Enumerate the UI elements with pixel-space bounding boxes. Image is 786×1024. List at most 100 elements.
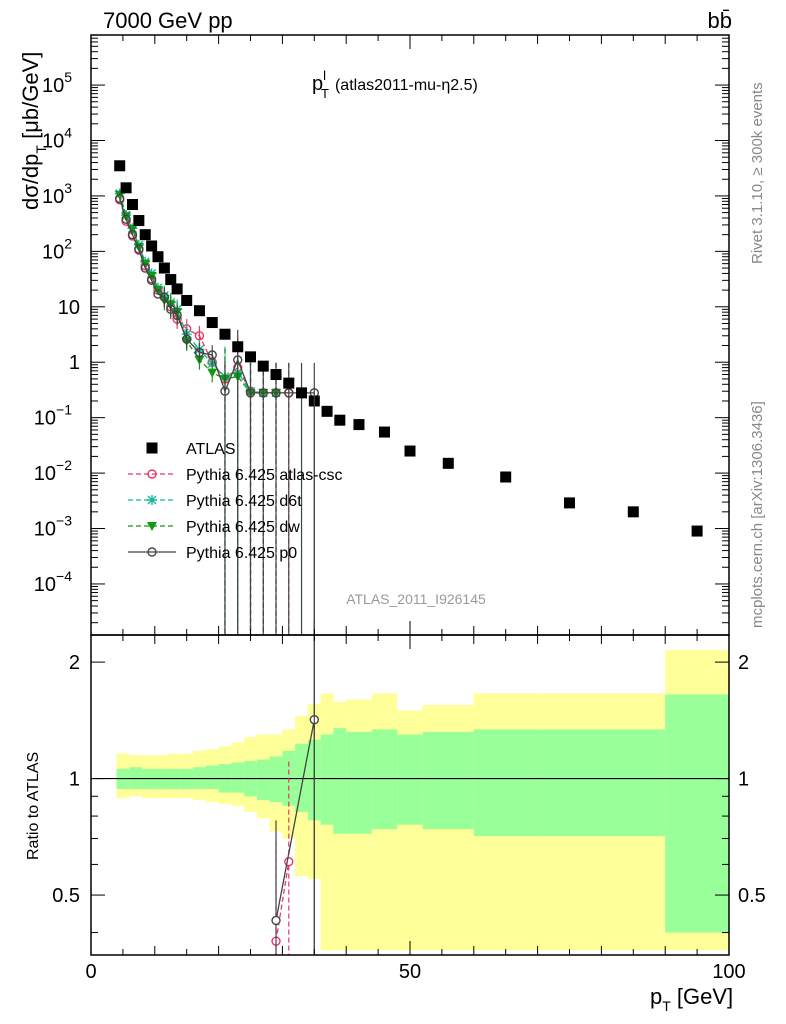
data-point (353, 419, 365, 431)
y-tick-base: 10 (34, 519, 56, 541)
data-point (442, 457, 454, 469)
inner-band-bin (665, 694, 729, 933)
ratio-line (275, 861, 290, 942)
x-axis-label: pT [GeV] (650, 984, 733, 1014)
y-tick-base: 10 (34, 463, 56, 485)
energy-label: 7000 GeV pp (103, 8, 233, 33)
data-point (133, 215, 145, 227)
inner-band-bin (256, 759, 270, 801)
data-point (166, 304, 176, 315)
data-point (404, 445, 416, 457)
x-tick-label-100: 100 (712, 961, 745, 983)
y-tick-base: 10 (34, 408, 56, 430)
legend-entry: Pythia 6.425 p0 (128, 545, 297, 562)
inner-band-bin (473, 729, 538, 837)
x-tick-label-50: 50 (399, 961, 421, 983)
ratio-tick-label-left: 2 (69, 652, 80, 674)
legend-label: Pythia 6.425 p0 (186, 545, 297, 562)
y-tick-label: 10−2 (34, 457, 72, 485)
y-tick-label: 10−1 (34, 402, 72, 430)
y-tick-label: 1 (69, 352, 80, 374)
y-tick-exp: 5 (64, 69, 72, 85)
data-point (378, 426, 390, 438)
data-point (219, 328, 231, 340)
inner-band-bin (333, 728, 347, 834)
y-tick-exp: −2 (56, 457, 72, 473)
observable-title: pl T (atlas2011-mu-η2.5) (312, 68, 478, 101)
y-tick-label: 10 (58, 297, 80, 319)
data-point (181, 294, 193, 306)
data-point (500, 471, 512, 483)
data-point (207, 368, 218, 378)
inner-band-bin (320, 734, 334, 825)
legend-entry: Pythia 6.425 atlas-csc (128, 467, 343, 484)
x-tick-label-0: 0 (85, 961, 96, 983)
y-tick-exp: 3 (64, 180, 72, 196)
data-point (245, 351, 256, 363)
inner-band-bin (397, 734, 423, 825)
data-point (127, 229, 138, 240)
legend-marker (147, 469, 157, 479)
y-tick-exp: −3 (56, 513, 72, 529)
data-point (245, 388, 256, 398)
legend-marker (147, 547, 157, 557)
data-point (158, 262, 170, 274)
legend-label: Pythia 6.425 dw (186, 519, 300, 536)
inner-band-bin (346, 731, 372, 834)
data-point (121, 212, 132, 222)
data-point (146, 240, 158, 252)
data-point (257, 360, 269, 372)
data-point (296, 387, 308, 399)
inner-band-bin (422, 731, 474, 830)
data-point (334, 414, 346, 426)
y-tick-label: 10−4 (34, 568, 72, 596)
rivet-version-label: Rivet 3.1.10, ≥ 300k events (749, 82, 766, 264)
y-tick-exp: 4 (64, 124, 72, 140)
data-point (321, 405, 333, 417)
data-point (134, 244, 144, 254)
data-point (159, 292, 170, 302)
data-point (172, 310, 182, 321)
y-tick-label: 104 (42, 124, 72, 152)
legend-label: Pythia 6.425 d6t (186, 493, 302, 510)
data-point (691, 525, 703, 537)
mcplots-label: mcplots.cern.ch [arXiv:1306.3436] (749, 401, 766, 628)
legend-label: Pythia 6.425 atlas-csc (186, 467, 343, 484)
main-data-marks (114, 160, 703, 635)
axis-ticks (90, 34, 730, 955)
data-point (140, 263, 150, 273)
data-point (120, 182, 132, 194)
ratio-tick-label-right: 2 (738, 652, 749, 674)
data-point (194, 347, 205, 358)
y-tick-exp: −4 (56, 568, 72, 584)
data-point (171, 283, 183, 295)
inner-band-bin (231, 762, 245, 793)
data-point (114, 160, 126, 172)
ratio-axis-label: Ratio to ATLAS (25, 752, 42, 860)
data-point (232, 341, 244, 353)
data-point (233, 355, 243, 365)
data-point (258, 388, 268, 398)
legend-marker (147, 495, 157, 505)
analysis-id: ATLAS_2011_I926145 (346, 591, 486, 607)
ratio-tick-label-left: 0.5 (52, 885, 80, 907)
legend-marker (146, 442, 158, 454)
ratio-tick-label-right: 0.5 (738, 885, 766, 907)
data-point (165, 274, 177, 286)
inner-band-bin (537, 729, 666, 837)
data-point (146, 275, 157, 286)
y-tick-base: 10 (42, 75, 64, 97)
data-point (206, 317, 218, 329)
inner-band-bin (371, 729, 398, 830)
y-tick-label: 105 (42, 69, 72, 97)
inner-band-bin (205, 765, 219, 789)
legend-entry: Pythia 6.425 d6t (128, 493, 302, 510)
data-point (181, 334, 192, 344)
data-point (193, 305, 205, 317)
y-tick-base: 10 (58, 297, 80, 319)
data-point (627, 506, 639, 518)
legend: ATLAS Pythia 6.425 atlas-csc Pythia 6.425 … (128, 441, 343, 562)
legend-entry: ATLAS (146, 441, 236, 458)
